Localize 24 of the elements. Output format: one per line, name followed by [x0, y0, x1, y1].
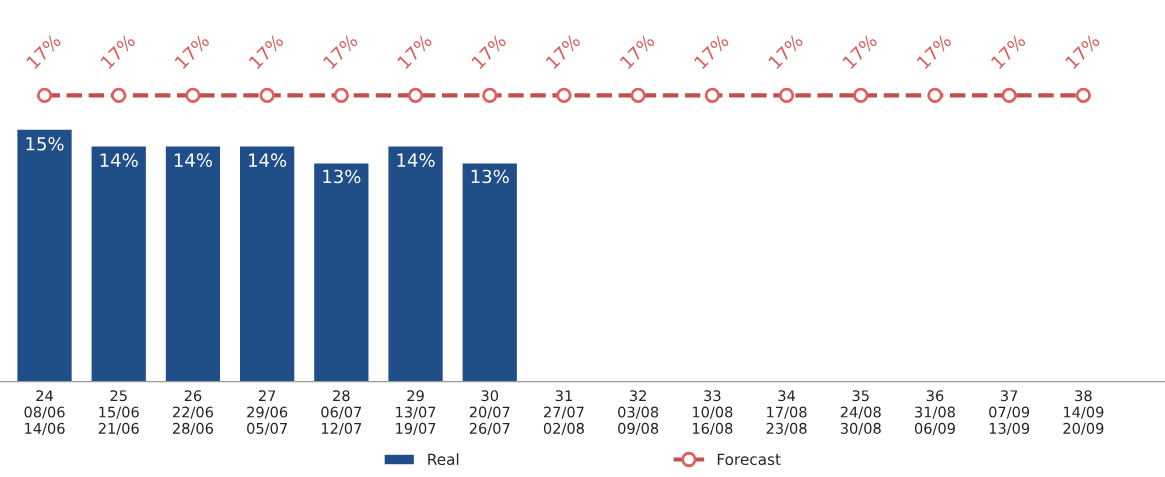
x-tick-label: 30 20/07 26/07 — [469, 390, 510, 436]
data-label: 14% — [174, 153, 212, 167]
x-tick-label: 29 13/07 19/07 — [396, 390, 436, 436]
x-tick-label: 28 06/07 12/07 — [321, 390, 362, 436]
x-tick-label: 37 07/09 13/09 — [989, 390, 1030, 436]
data-label: 13% — [323, 169, 361, 184]
x-tick-label: 25 15/06 21/06 — [98, 390, 139, 436]
x-tick-label: 32 03/08 09/08 — [618, 390, 659, 436]
data-label: 13% — [471, 169, 509, 184]
data-label: 14% — [249, 153, 287, 167]
x-tick-label: 24 08/06 14/06 — [24, 390, 65, 436]
data-label: 14% — [100, 153, 138, 167]
x-tick-label: 33 10/08 16/08 — [692, 390, 733, 436]
x-tick-label: 31 27/07 02/08 — [543, 390, 584, 436]
data-label: 14% — [397, 153, 435, 167]
x-tick-label: 34 17/08 23/08 — [766, 390, 807, 436]
x-tick-label: 26 22/06 28/06 — [172, 390, 214, 436]
x-tick-label: 27 29/06 05/07 — [247, 390, 288, 436]
data-label: 15% — [26, 136, 64, 151]
legend-label: Real — [428, 453, 459, 466]
legend-label: Forecast — [717, 453, 781, 466]
x-tick-label: 35 24/08 30/08 — [840, 390, 881, 436]
x-tick-label: 36 31/08 06/09 — [914, 390, 955, 436]
x-tick-label: 38 14/09 20/09 — [1063, 390, 1104, 436]
